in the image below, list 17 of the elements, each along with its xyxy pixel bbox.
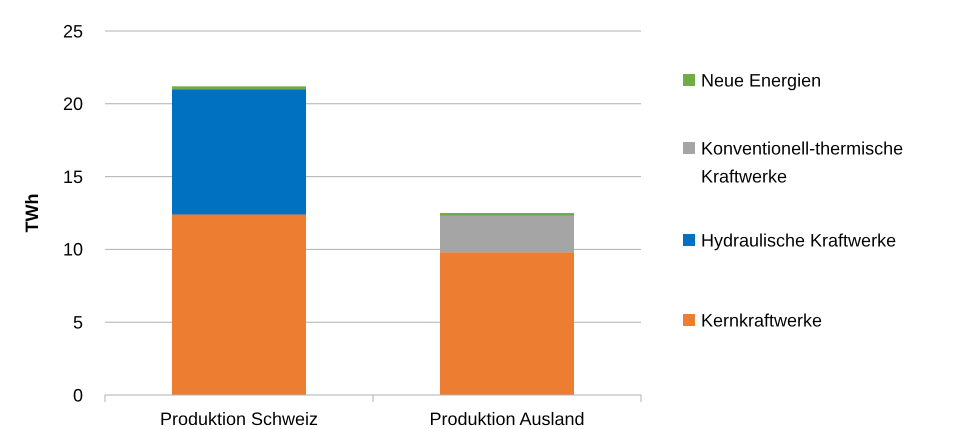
y-tick-label: 25 [62, 21, 83, 42]
bar [440, 252, 574, 395]
legend-label: Neue Energien [701, 70, 822, 90]
bar [172, 89, 306, 214]
y-tick-label: 15 [62, 166, 83, 187]
y-tick-label: 10 [62, 240, 83, 260]
x-tick-label: Produktion Schweiz [160, 409, 318, 429]
bar [440, 213, 574, 216]
y-tick-label: 0 [72, 385, 83, 406]
y-tick-label: 20 [62, 94, 83, 114]
legend-label: Kernkraftwerke [701, 310, 822, 330]
x-tick-label: Produktion Ausland [429, 409, 585, 429]
legend-label: Hydraulische Kraftwerke [701, 230, 896, 250]
legend-label: Konventionell-thermische Kraftwerke [701, 138, 904, 186]
y-tick-label: 5 [72, 312, 83, 332]
bar [172, 214, 306, 395]
y-axis-title: TWh [22, 194, 42, 232]
